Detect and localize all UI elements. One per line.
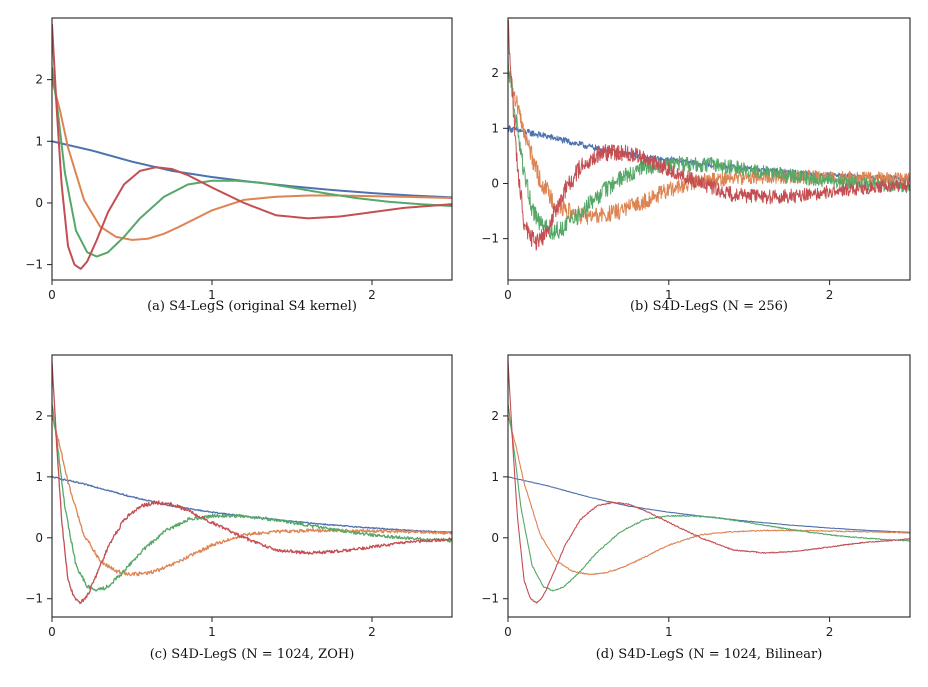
y-tick-label: 2: [35, 409, 43, 423]
series-line: [508, 55, 910, 240]
x-tick-label: 1: [665, 288, 673, 302]
x-tick-label: 2: [826, 288, 834, 302]
y-tick-label: 0: [35, 196, 43, 210]
panel-caption: (d) S4D-LegS (N = 1024, Bilinear): [596, 647, 823, 662]
y-tick-label: 1: [491, 121, 499, 135]
series-line: [508, 416, 910, 576]
x-tick-label: 0: [48, 625, 56, 639]
series-line: [508, 20, 910, 251]
series-line: [52, 404, 452, 592]
x-tick-label: 0: [504, 625, 512, 639]
panel-caption: (c) S4D-LegS (N = 1024, ZOH): [150, 647, 355, 662]
y-tick-label: −1: [481, 592, 499, 606]
series-line: [508, 403, 910, 592]
y-tick-label: 2: [491, 409, 499, 423]
panel-b: 0 1 2 −1 0 1 2 (b) S4D-LegS (N = 256): [481, 17, 911, 314]
series-line: [52, 361, 452, 605]
y-tick-label: 0: [491, 531, 499, 545]
y-tick-label: 0: [491, 176, 499, 190]
x-tick-label: 2: [368, 288, 376, 302]
series-line: [52, 67, 452, 258]
series-group: [508, 361, 910, 604]
plot-frame: [507, 17, 911, 281]
x-tick-label: 0: [504, 288, 512, 302]
series-line: [52, 475, 452, 534]
x-tick-label: 2: [368, 625, 376, 639]
y-tick-label: 2: [35, 73, 43, 87]
series-line: [52, 414, 452, 577]
series-group: [52, 24, 452, 270]
series-line: [52, 24, 452, 270]
y-tick-label: 1: [35, 134, 43, 148]
y-tick-label: 0: [35, 531, 43, 545]
panel-caption: (b) S4D-LegS (N = 256): [630, 299, 788, 314]
x-tick-label: 1: [665, 625, 673, 639]
plot-frame: [51, 354, 453, 618]
panel-caption: (a) S4-LegS (original S4 kernel): [147, 299, 357, 314]
series-group: [52, 361, 452, 605]
y-tick-label: 1: [35, 470, 43, 484]
series-line: [508, 476, 910, 533]
y-tick-label: −1: [25, 592, 43, 606]
x-tick-label: 1: [208, 288, 216, 302]
series-line: [508, 361, 910, 604]
plot-frame: [51, 17, 453, 281]
series-line: [52, 140, 452, 199]
x-tick-label: 0: [48, 288, 56, 302]
panel-c: 0 1 2 −1 0 1 2 (c) S4D-LegS (N = 1024, ZOH): [25, 354, 453, 662]
x-tick-label: 2: [826, 625, 834, 639]
y-tick-label: −1: [25, 258, 43, 272]
series-group: [508, 20, 910, 251]
y-tick-label: −1: [481, 232, 499, 246]
x-tick-label: 1: [208, 625, 216, 639]
y-tick-label: 2: [491, 66, 499, 80]
panel-a: 0 1 2 −1 0 1 2 (a) S4-LegS (original S4 kernel): [25, 17, 453, 314]
series-line: [52, 79, 452, 241]
y-tick-label: 1: [491, 470, 499, 484]
series-line: [508, 64, 910, 225]
plot-frame: [507, 354, 911, 618]
